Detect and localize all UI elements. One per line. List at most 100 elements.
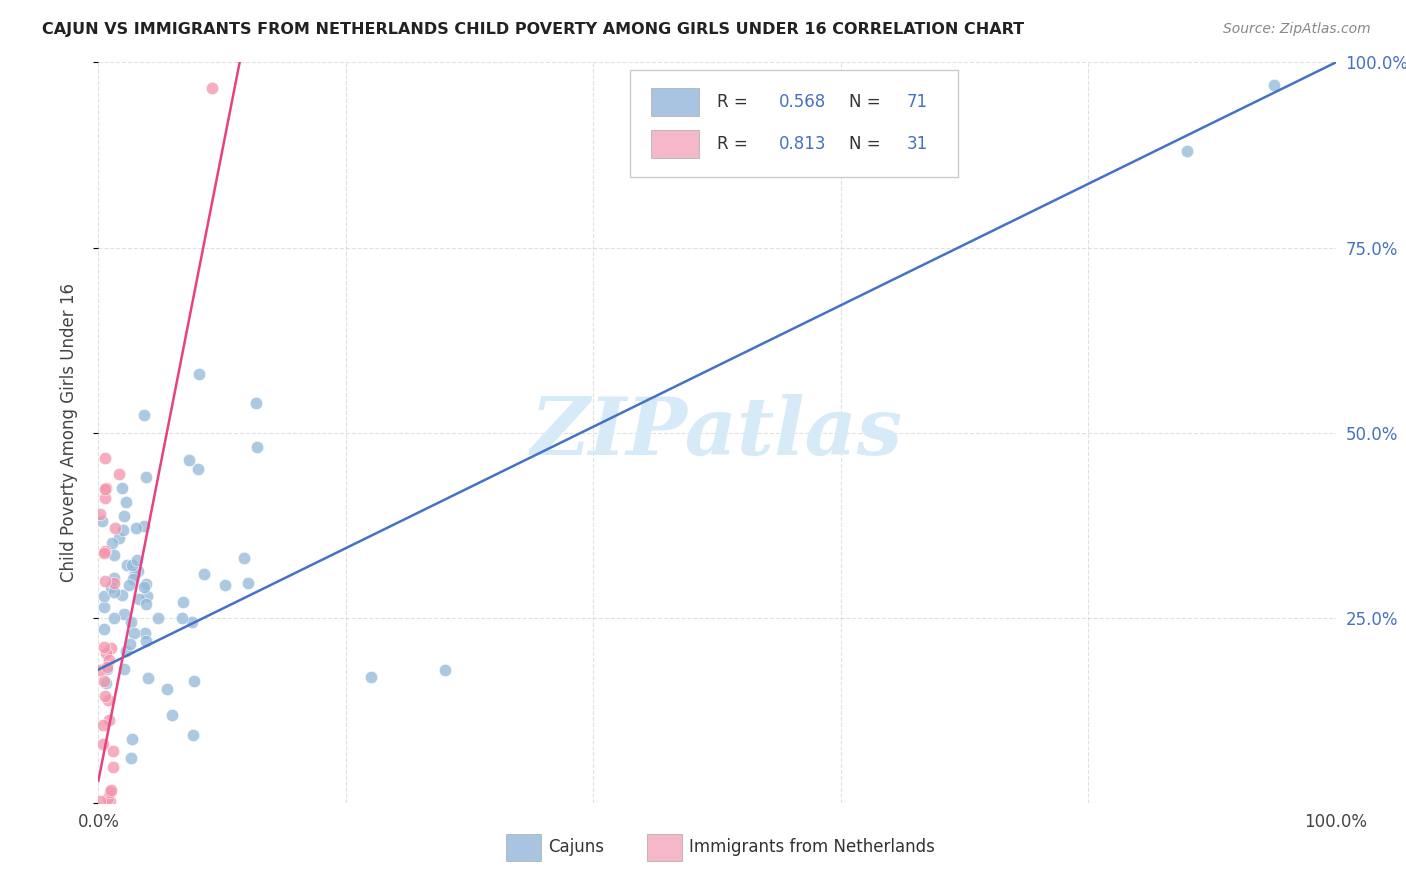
Text: 0.568: 0.568	[779, 93, 827, 111]
Point	[96, 481, 118, 495]
Point	[96, 660, 118, 674]
Text: R =: R =	[717, 135, 754, 153]
Point	[97, 713, 120, 727]
Point	[120, 615, 142, 630]
Point	[98, 794, 121, 808]
Point	[122, 626, 145, 640]
Point	[101, 760, 124, 774]
Point	[360, 670, 382, 684]
Point	[103, 576, 125, 591]
Text: ZIPatlas: ZIPatlas	[531, 394, 903, 471]
Point	[94, 482, 117, 496]
Point	[89, 664, 111, 678]
Point	[112, 607, 135, 622]
Point	[245, 396, 267, 410]
Point	[135, 470, 157, 484]
Point	[127, 565, 149, 579]
Point	[97, 790, 120, 805]
Point	[121, 558, 143, 572]
Point	[91, 515, 114, 529]
Point	[103, 611, 125, 625]
Text: Cajuns: Cajuns	[548, 838, 605, 856]
Y-axis label: Child Poverty Among Girls Under 16: Child Poverty Among Girls Under 16	[59, 283, 77, 582]
Point	[103, 585, 125, 599]
Point	[110, 588, 132, 602]
Point	[100, 580, 122, 594]
Point	[94, 543, 117, 558]
Point	[91, 717, 114, 731]
Point	[135, 590, 157, 604]
Point	[125, 552, 148, 566]
Point	[115, 558, 138, 572]
Point	[132, 580, 155, 594]
Text: R =: R =	[717, 93, 754, 111]
Point	[124, 567, 146, 582]
Text: N =: N =	[849, 135, 886, 153]
Point	[112, 662, 135, 676]
Point	[121, 572, 143, 586]
Point	[183, 673, 205, 688]
Point	[181, 728, 204, 742]
Text: N =: N =	[849, 93, 886, 111]
Point	[177, 453, 200, 467]
Point	[181, 615, 204, 629]
Point	[172, 594, 194, 608]
Point	[1263, 78, 1285, 92]
Point	[111, 524, 134, 538]
Point	[136, 671, 159, 685]
Point	[108, 467, 131, 481]
Point	[433, 663, 456, 677]
Point	[118, 637, 141, 651]
Point	[94, 646, 117, 660]
Point	[103, 548, 125, 562]
Point	[120, 751, 142, 765]
Point	[214, 577, 236, 591]
Point	[156, 681, 179, 696]
Point	[114, 644, 136, 658]
Point	[146, 611, 169, 625]
Point	[97, 693, 120, 707]
Point	[94, 676, 117, 690]
Point	[128, 591, 150, 606]
Point	[111, 481, 134, 495]
Point	[94, 574, 117, 589]
Point	[121, 731, 143, 746]
Point	[96, 662, 118, 676]
Point	[132, 518, 155, 533]
Text: Immigrants from Netherlands: Immigrants from Netherlands	[689, 838, 935, 856]
Point	[89, 507, 111, 521]
Point	[91, 738, 114, 752]
Point	[93, 689, 115, 703]
Point	[93, 640, 115, 655]
Text: 31: 31	[907, 135, 928, 153]
Text: 71: 71	[907, 93, 928, 111]
Point	[246, 440, 269, 454]
Point	[93, 545, 115, 559]
Point	[100, 783, 122, 797]
Point	[118, 578, 141, 592]
Point	[162, 707, 184, 722]
Point	[93, 674, 115, 689]
Point	[101, 744, 124, 758]
Point	[98, 785, 121, 799]
Point	[188, 367, 211, 381]
Point	[94, 451, 117, 466]
Text: 0.813: 0.813	[779, 135, 827, 153]
Point	[1175, 145, 1198, 159]
Point	[89, 794, 111, 808]
Point	[107, 531, 129, 545]
Point	[232, 551, 254, 566]
Point	[115, 495, 138, 509]
Point	[172, 610, 194, 624]
Point	[103, 571, 125, 585]
Point	[201, 81, 224, 95]
Text: CAJUN VS IMMIGRANTS FROM NETHERLANDS CHILD POVERTY AMONG GIRLS UNDER 16 CORRELAT: CAJUN VS IMMIGRANTS FROM NETHERLANDS CHI…	[42, 22, 1025, 37]
Point	[135, 597, 157, 611]
Point	[100, 641, 122, 656]
Text: Source: ZipAtlas.com: Source: ZipAtlas.com	[1223, 22, 1371, 37]
Point	[93, 589, 115, 603]
Point	[93, 622, 115, 636]
Point	[93, 599, 115, 614]
FancyBboxPatch shape	[630, 70, 959, 178]
Point	[132, 408, 155, 422]
